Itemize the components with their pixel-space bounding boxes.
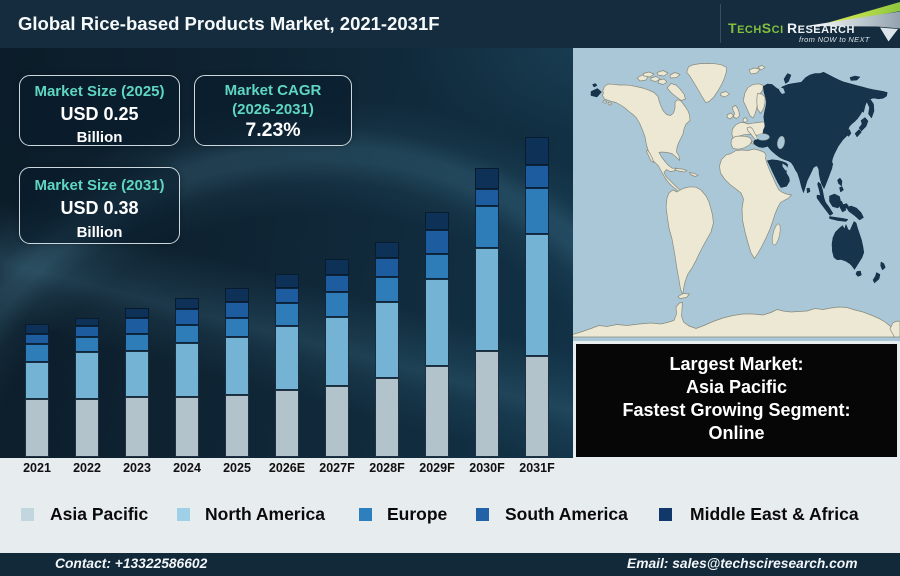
svg-text:from NOW to NEXT: from NOW to NEXT xyxy=(799,35,871,44)
svg-text:RESEARCH: RESEARCH xyxy=(787,20,855,36)
svg-text:TECHSCI: TECHSCI xyxy=(728,20,784,36)
